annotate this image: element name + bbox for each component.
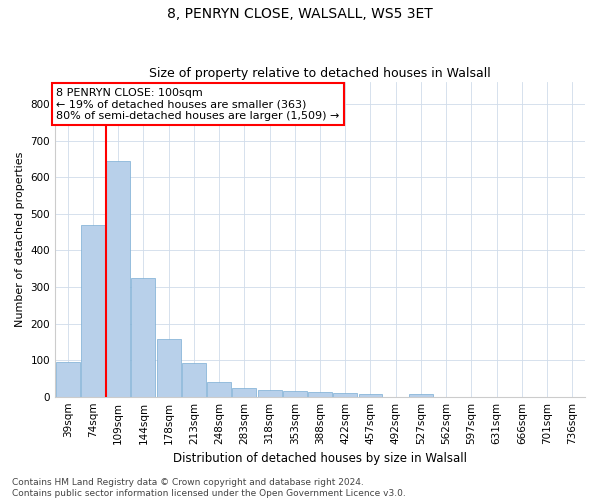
Bar	[157, 339, 181, 396]
Text: Contains HM Land Registry data © Crown copyright and database right 2024.
Contai: Contains HM Land Registry data © Crown c…	[12, 478, 406, 498]
Bar	[131, 278, 155, 396]
Bar	[257, 390, 281, 396]
Bar	[56, 362, 80, 396]
Bar	[207, 382, 231, 396]
Bar	[232, 388, 256, 396]
Bar	[283, 391, 307, 396]
Bar	[359, 394, 382, 396]
Text: 8 PENRYN CLOSE: 100sqm
← 19% of detached houses are smaller (363)
80% of semi-de: 8 PENRYN CLOSE: 100sqm ← 19% of detached…	[56, 88, 340, 120]
Bar	[333, 393, 357, 396]
Bar	[409, 394, 433, 396]
Title: Size of property relative to detached houses in Walsall: Size of property relative to detached ho…	[149, 66, 491, 80]
Bar	[182, 362, 206, 396]
Y-axis label: Number of detached properties: Number of detached properties	[15, 152, 25, 327]
Bar	[106, 160, 130, 396]
Bar	[308, 392, 332, 396]
Text: 8, PENRYN CLOSE, WALSALL, WS5 3ET: 8, PENRYN CLOSE, WALSALL, WS5 3ET	[167, 8, 433, 22]
X-axis label: Distribution of detached houses by size in Walsall: Distribution of detached houses by size …	[173, 452, 467, 465]
Bar	[81, 224, 105, 396]
